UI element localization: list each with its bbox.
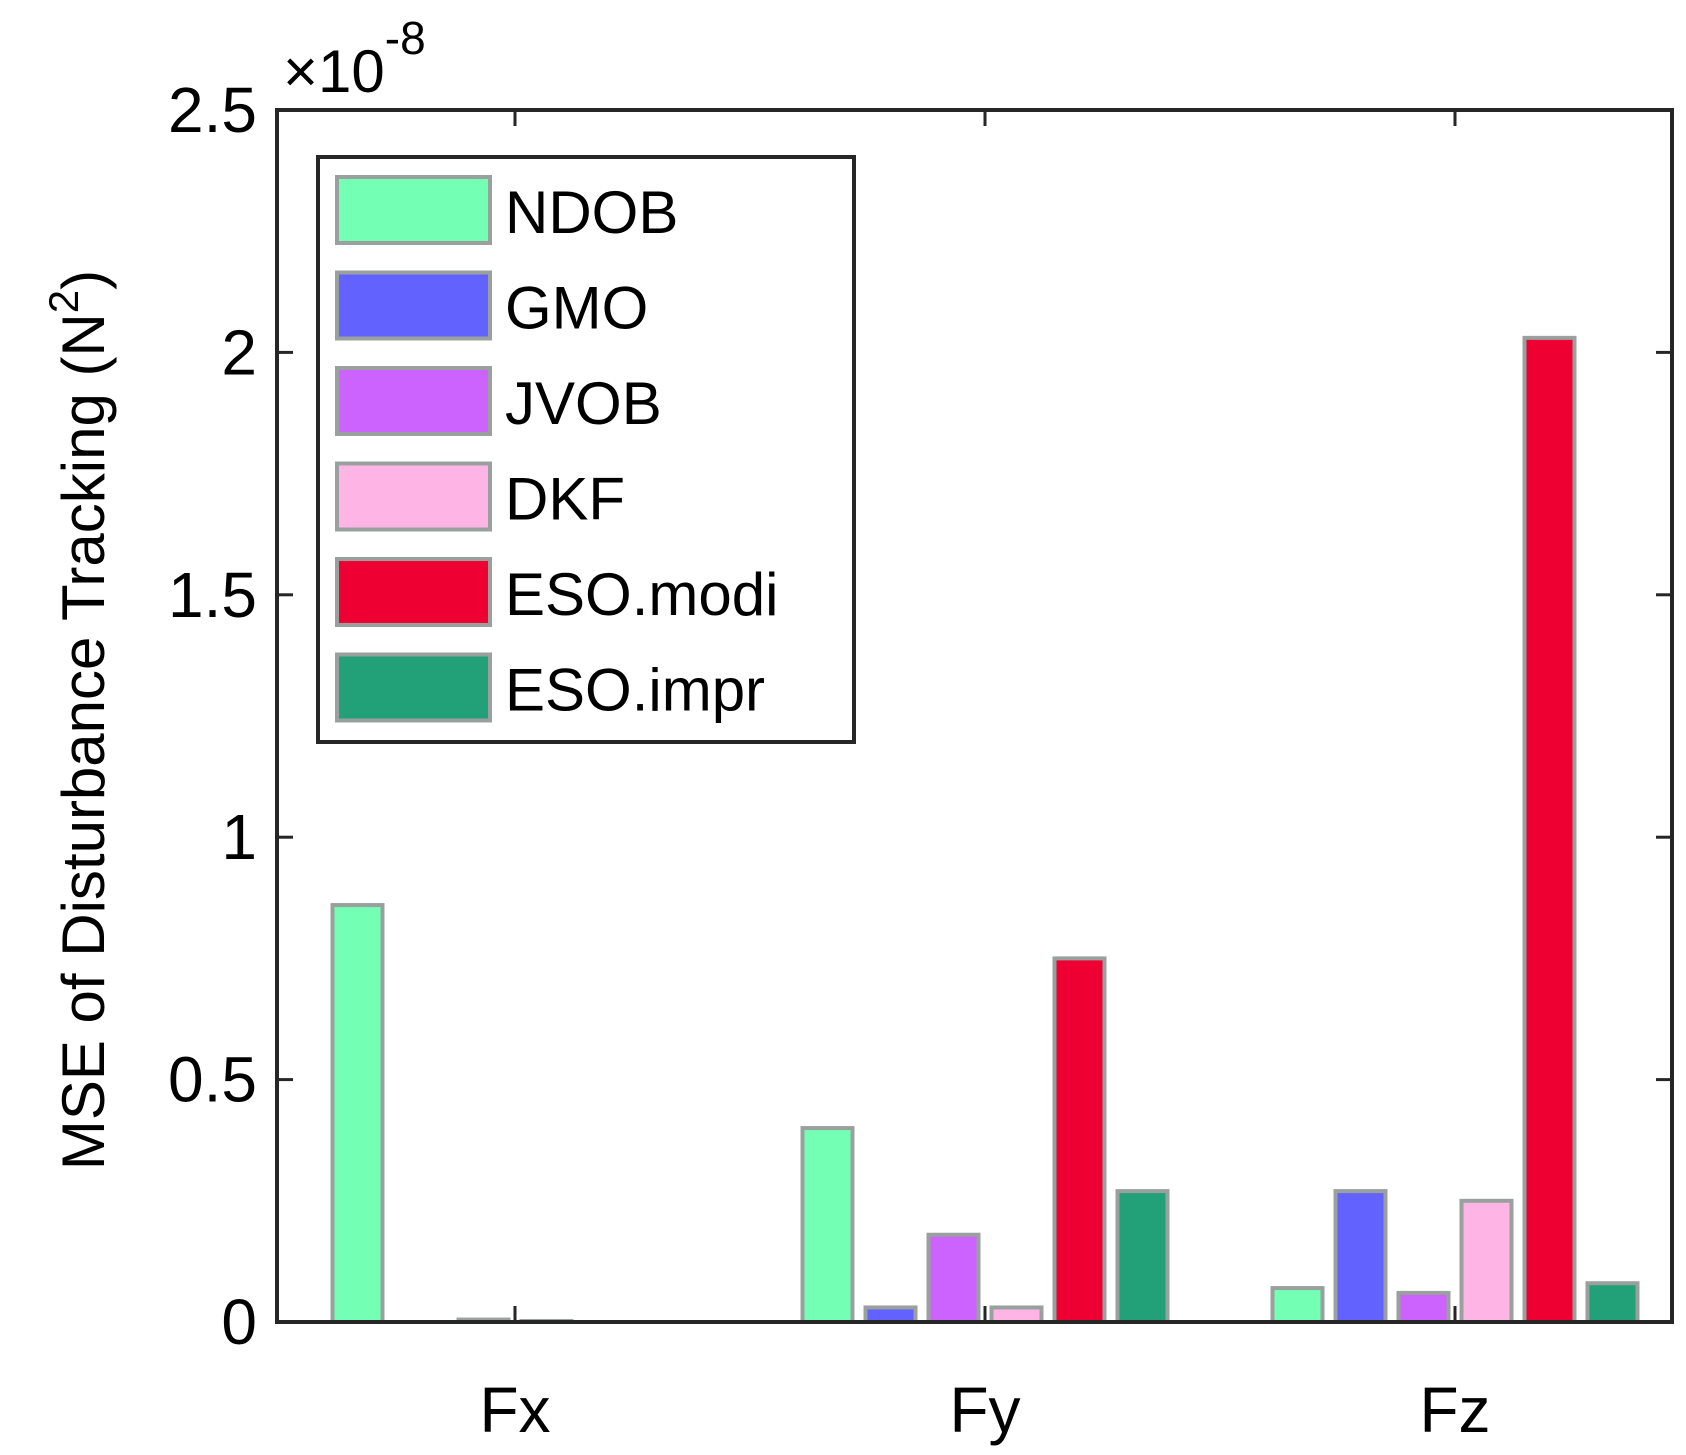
bar-eso-modi-fy [1052, 956, 1107, 1325]
y-tick-label: 0.5 [168, 1044, 257, 1116]
bar-eso-impr-fy [1115, 1189, 1170, 1324]
bar-jvob-fz [1396, 1290, 1451, 1324]
x-tick-label: Fy [949, 1374, 1020, 1446]
y-axis-title-sup: 2 [40, 290, 87, 313]
bar-eso-impr-fz [1585, 1281, 1640, 1324]
bar-dkf-fz [1459, 1198, 1514, 1325]
y-exponent-power: -8 [385, 12, 426, 64]
legend-label-dkf: DKF [505, 466, 625, 533]
bar-gmo-fy [863, 1305, 918, 1325]
bar-jvob-fy [926, 1232, 981, 1324]
bar-eso-modi-fz [1522, 335, 1577, 1324]
y-tick-label: 1 [221, 801, 257, 873]
legend-swatch-eso-impr [335, 652, 492, 723]
bars-layer [330, 335, 1640, 1325]
bar-ndob-fx [330, 903, 385, 1325]
y-tick-label: 1.5 [168, 559, 257, 631]
bar-gmo-fz [1333, 1189, 1388, 1324]
x-tick-label: Fx [479, 1374, 550, 1446]
legend-swatch-gmo [335, 270, 492, 341]
y-axis-title-close: ) [50, 270, 117, 290]
legend: NDOB GMO JVOB DKF ESO.modi ESO.impr [316, 155, 856, 744]
legend-box [316, 155, 856, 744]
bar-ndob-fz [1270, 1286, 1325, 1324]
bar-dkf-fy [989, 1305, 1044, 1325]
legend-label-gmo: GMO [505, 275, 648, 342]
legend-swatch-jvob [335, 366, 492, 436]
legend-label-ndob: NDOB [505, 179, 678, 246]
x-tick-label: Fz [1419, 1374, 1490, 1446]
y-axis-title: MSE of Disturbance Tracking (N2) [40, 270, 117, 1170]
y-tick-label: 2.5 [168, 74, 257, 146]
legend-label-eso-modi: ESO.modi [505, 561, 778, 628]
legend-label-eso-impr: ESO.impr [505, 657, 765, 724]
y-tick-label: 2 [221, 316, 257, 388]
legend-swatch-dkf [335, 461, 492, 532]
y-tick-label: 0 [221, 1286, 257, 1358]
bar-ndob-fy [800, 1126, 855, 1324]
plot-frame [275, 108, 1674, 1324]
legend-swatch-eso-modi [335, 557, 492, 627]
legend-label-jvob: JVOB [505, 370, 662, 437]
y-exponent-label: ×10-8 [283, 12, 426, 105]
legend-swatch-ndob [335, 175, 492, 245]
y-axis-title-main: MSE of Disturbance Tracking (N [50, 313, 117, 1170]
